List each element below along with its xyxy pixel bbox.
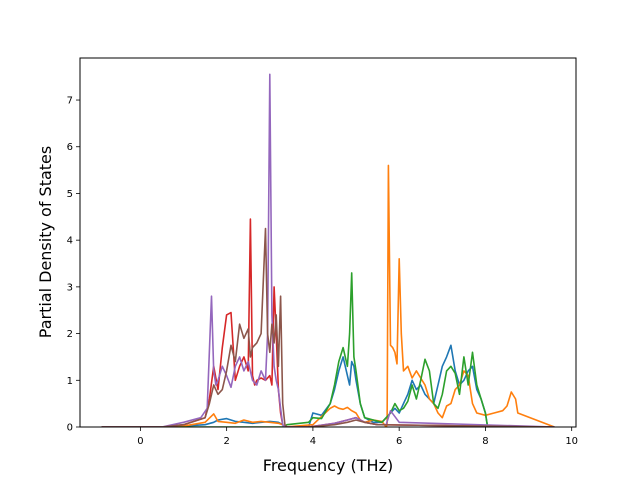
y-tick-label: 6: [67, 142, 73, 153]
y-tick-label: 5: [67, 189, 73, 200]
y-tick-label: 2: [67, 329, 73, 340]
y-tick-label: 3: [67, 282, 73, 293]
x-tick-label: 4: [310, 436, 316, 447]
x-axis-label: Frequency (THz): [263, 456, 393, 475]
x-tick-label: 6: [396, 436, 402, 447]
series-line-2: [101, 164, 555, 427]
series-line-3: [101, 272, 555, 427]
x-tick-label: 2: [223, 436, 229, 447]
x-tick-label: 10: [565, 436, 578, 447]
y-tick-label: 4: [67, 236, 73, 247]
y-axis-ticks: 0 1 2 3 4 5 6 7: [67, 96, 80, 434]
series-line-5: [101, 73, 555, 427]
plot-frame: [79, 57, 577, 428]
series-layer: [101, 73, 555, 427]
x-tick-label: 8: [482, 436, 488, 447]
y-tick-label: 7: [67, 96, 73, 107]
y-tick-label: 0: [67, 423, 73, 434]
x-axis-ticks: 0 2 4 6 8 10: [137, 427, 578, 447]
x-tick-label: 0: [137, 436, 143, 447]
y-axis-label: Partial Density of States: [36, 146, 55, 338]
y-tick-label: 1: [67, 376, 73, 387]
